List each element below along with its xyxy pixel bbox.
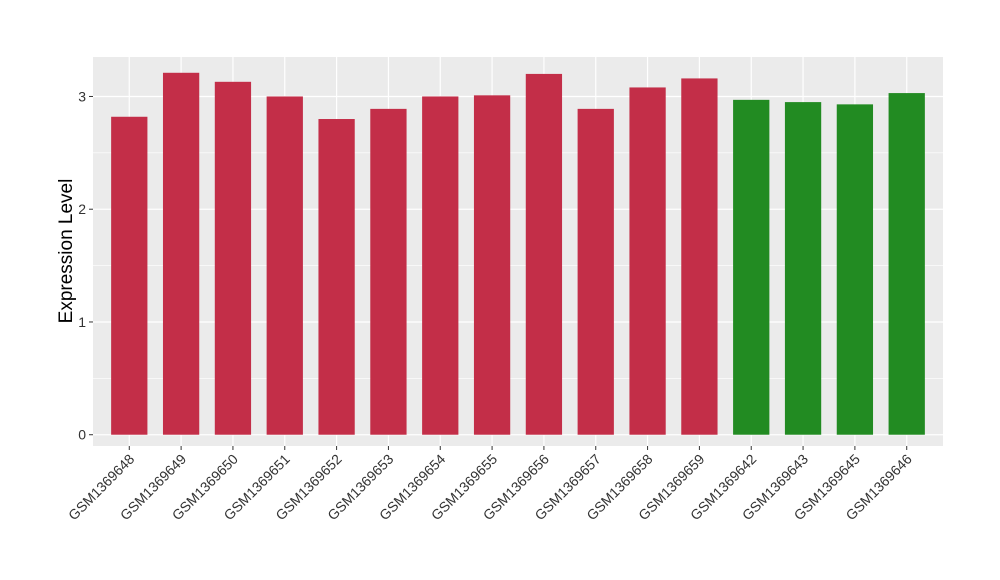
bar xyxy=(629,87,666,435)
bar xyxy=(681,78,718,435)
bar xyxy=(162,72,200,435)
bar xyxy=(318,119,355,435)
bar xyxy=(577,108,614,435)
bar xyxy=(473,95,511,435)
y-axis-ticks: 0 1 2 3 xyxy=(78,88,93,443)
bar xyxy=(836,104,874,435)
y-tick-label: 2 xyxy=(78,201,86,217)
x-axis-ticks: GSM1369648GSM1369649GSM1369650GSM1369651… xyxy=(65,446,915,523)
bar xyxy=(214,81,252,435)
y-tick-label: 0 xyxy=(78,427,86,443)
bars xyxy=(111,72,925,435)
y-tick-label: 1 xyxy=(78,314,86,330)
bar xyxy=(370,108,407,435)
bar xyxy=(733,99,770,435)
bar xyxy=(266,96,303,435)
bar xyxy=(111,116,148,435)
y-axis-title: Expression Level xyxy=(56,179,77,324)
bar xyxy=(888,93,925,435)
bar xyxy=(422,96,459,435)
bar xyxy=(525,73,563,435)
y-tick-label: 3 xyxy=(78,88,86,104)
bar xyxy=(784,102,822,435)
